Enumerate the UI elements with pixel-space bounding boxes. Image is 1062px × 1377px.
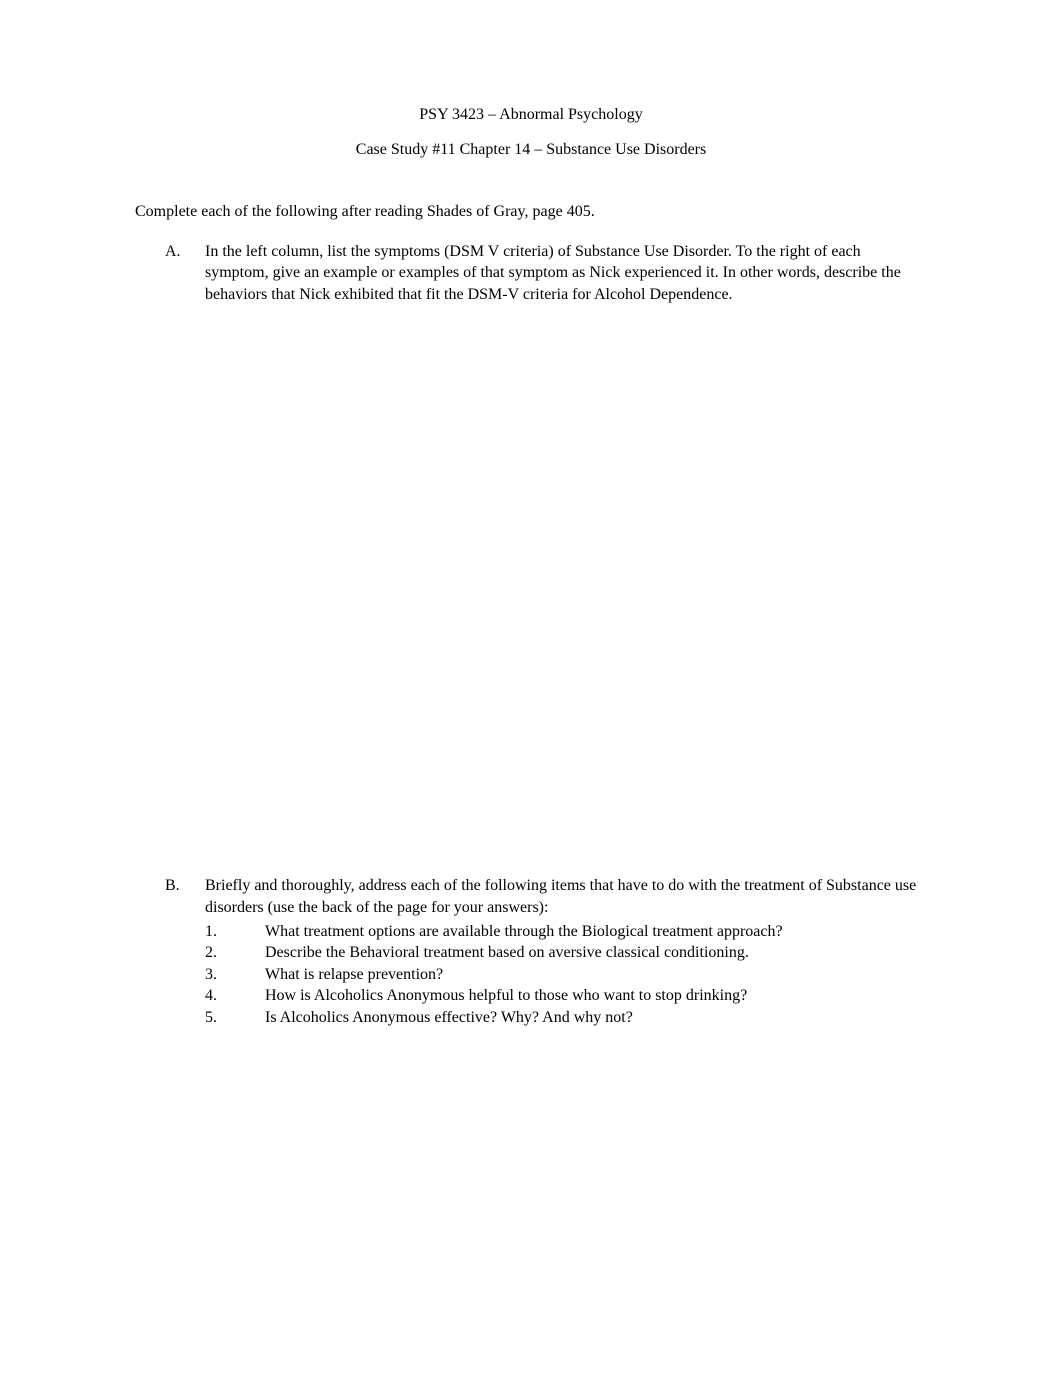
item-text: Describe the Behavioral treatment based … — [265, 942, 927, 964]
item-number: 4. — [205, 985, 265, 1007]
list-item: 3. What is relapse prevention? — [205, 964, 927, 986]
section-b: B. Briefly and thoroughly, address each … — [135, 875, 927, 1028]
case-study-subtitle: Case Study #11 Chapter 14 – Substance Us… — [135, 140, 927, 161]
list-item: 4. How is Alcoholics Anonymous helpful t… — [205, 985, 927, 1007]
section-a-label: A. — [135, 241, 205, 306]
item-number: 3. — [205, 964, 265, 986]
list-item: 5. Is Alcoholics Anonymous effective? Wh… — [205, 1007, 927, 1029]
document-header: PSY 3423 – Abnormal Psychology Case Stud… — [135, 105, 927, 161]
section-b-label: B. — [135, 875, 205, 1028]
item-number: 1. — [205, 921, 265, 943]
section-a-text: In the left column, list the symptoms (D… — [205, 241, 927, 306]
item-number: 5. — [205, 1007, 265, 1029]
section-b-sublist: 1. What treatment options are available … — [205, 921, 927, 1029]
item-text: How is Alcoholics Anonymous helpful to t… — [265, 985, 927, 1007]
intro-text: Complete each of the following after rea… — [135, 203, 927, 221]
item-text: What treatment options are available thr… — [265, 921, 927, 943]
list-item: 2. Describe the Behavioral treatment bas… — [205, 942, 927, 964]
course-title: PSY 3423 – Abnormal Psychology — [135, 105, 927, 126]
item-number: 2. — [205, 942, 265, 964]
list-item: 1. What treatment options are available … — [205, 921, 927, 943]
item-text: What is relapse prevention? — [265, 964, 927, 986]
item-text: Is Alcoholics Anonymous effective? Why? … — [265, 1007, 927, 1029]
section-a: A. In the left column, list the symptoms… — [135, 241, 927, 306]
section-b-text: Briefly and thoroughly, address each of … — [205, 875, 927, 918]
